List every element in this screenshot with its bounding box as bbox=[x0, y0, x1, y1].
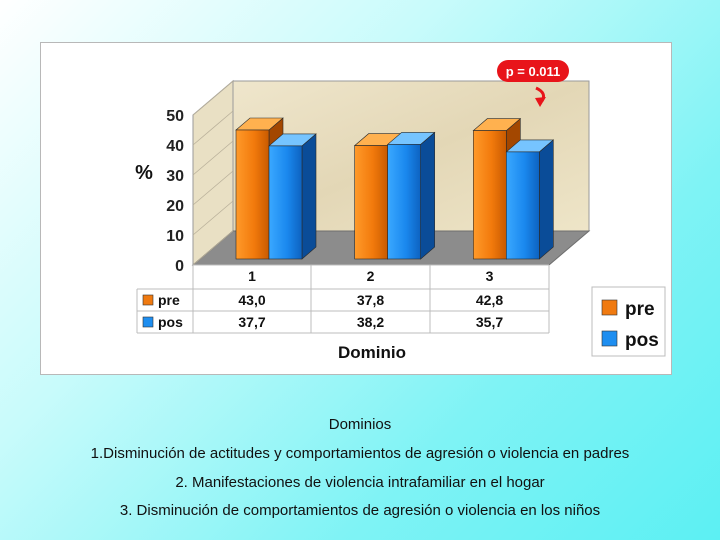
table-value-pos-1: 37,7 bbox=[238, 314, 265, 330]
bar-pre-2 bbox=[354, 145, 388, 260]
legend-swatch-pre bbox=[601, 299, 618, 316]
bar-pos-2 bbox=[387, 144, 421, 260]
bar-pre-1 bbox=[235, 129, 270, 260]
bar-pos-1 bbox=[268, 145, 303, 260]
y-tick-label: 40 bbox=[166, 138, 184, 155]
legend-label-pre: pre bbox=[625, 299, 655, 320]
chart-frame: 0 10 20 30 40 50% 1 2 3 pre 43,0 37,8 42,8 pos 37,7 38… bbox=[40, 42, 672, 375]
y-tick-label: 10 bbox=[166, 228, 184, 245]
y-gridline bbox=[192, 110, 234, 146]
table-value-pos-2: 38,2 bbox=[357, 314, 384, 330]
y-tick-label: 30 bbox=[166, 168, 184, 185]
table-category-3: 3 bbox=[486, 268, 494, 284]
table-swatch-pre bbox=[142, 294, 154, 306]
bar-side-pos-2 bbox=[420, 131, 435, 260]
caption-domain-1: 1.Disminución de actitudes y comportamie… bbox=[90, 445, 630, 462]
table-value-pre-3: 42,8 bbox=[476, 292, 503, 308]
y-gridline bbox=[192, 140, 234, 176]
caption-domain-2: 2. Manifestaciones de violencia intrafam… bbox=[175, 474, 545, 491]
table-value-pos-3: 35,7 bbox=[476, 314, 503, 330]
bar-side-pos-1 bbox=[301, 133, 317, 260]
y-gridline bbox=[192, 230, 234, 266]
caption-title: Dominios bbox=[328, 416, 392, 433]
bar-chart: 0 10 20 30 40 50% 1 2 3 pre 43,0 37,8 42,8 pos 37,7 38… bbox=[135, 60, 666, 362]
legend-label-pos: pos bbox=[625, 330, 659, 351]
y-gridline bbox=[192, 170, 234, 206]
caption-domain-3: 3. Disminución de comportamientos de agr… bbox=[119, 502, 601, 519]
legend-swatch-pos bbox=[601, 330, 618, 347]
bar-side-pos-3 bbox=[539, 139, 554, 260]
y-gridline bbox=[192, 80, 234, 116]
annotation-badge bbox=[497, 60, 569, 82]
bar-pre-3 bbox=[473, 130, 507, 260]
y-axis-label: % bbox=[135, 162, 153, 184]
annotation-arrowhead bbox=[535, 97, 546, 107]
table-series-pos: pos bbox=[158, 314, 183, 330]
y-gridline bbox=[192, 200, 234, 236]
table-category-2: 2 bbox=[367, 268, 375, 284]
table-category-1: 1 bbox=[248, 268, 256, 284]
table-series-pre: pre bbox=[158, 292, 180, 308]
bar-pos-3 bbox=[506, 151, 540, 260]
y-tick-label: 0 bbox=[175, 258, 184, 275]
y-tick-label: 20 bbox=[166, 198, 184, 215]
table-value-pre-2: 37,8 bbox=[357, 292, 384, 308]
table-swatch-pos bbox=[142, 316, 154, 328]
annotation-text: p = 0.011 bbox=[506, 64, 561, 79]
y-tick-label: 50 bbox=[166, 108, 184, 125]
x-axis-label: Dominio bbox=[338, 343, 406, 362]
table-value-pre-1: 43,0 bbox=[238, 292, 265, 308]
